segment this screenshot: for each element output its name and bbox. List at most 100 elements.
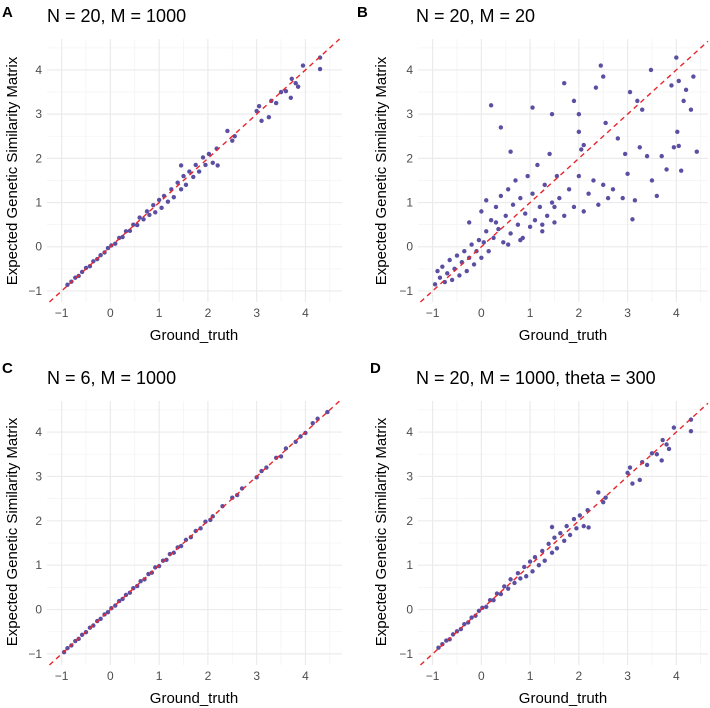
data-point [481,240,486,245]
data-point [518,195,523,201]
data-point [288,95,294,100]
data-point [187,169,192,174]
x-tick-label: 3 [253,306,260,320]
x-tick-label: 0 [478,306,485,320]
data-point [178,187,184,192]
data-point [105,245,111,251]
panel-c: C N = 6, M = 1000 Expected Genetic Simil… [2,360,342,707]
data-point [523,211,528,216]
data-point [674,55,679,60]
data-point [669,83,674,88]
data-point [635,98,640,104]
panel-b: B N = 20, M = 20 Expected Genetic Simila… [357,4,709,344]
scatter-points [436,417,694,650]
x-tick-label: −1 [426,669,440,683]
data-point [571,98,577,104]
data-point [579,147,584,152]
data-point [522,564,527,570]
y-tick-label: −1 [399,284,413,298]
data-point [65,282,70,287]
data-point [596,202,601,207]
data-point [151,202,156,208]
data-point [532,554,538,560]
data-point [557,195,562,201]
data-point [601,74,606,79]
data-point [479,255,484,260]
data-point [266,115,272,120]
data-point [466,220,472,225]
panel-title: N = 6, M = 1000 [47,368,176,388]
data-point [165,199,171,204]
y-tick-label: 4 [406,63,413,77]
x-axis-label: Ground_truth [519,690,607,707]
data-point [144,209,150,214]
data-point [210,160,215,165]
y-tick-label: −1 [28,647,42,661]
data-point [552,535,557,540]
data-point [232,134,237,139]
data-point [131,222,136,227]
data-point [678,168,684,173]
data-point [547,151,552,157]
data-point [654,193,660,199]
data-point [591,178,596,183]
data-point [552,204,557,210]
data-point [513,178,518,183]
data-point [627,89,633,95]
data-point [203,162,208,168]
data-point [496,226,501,232]
y-axis-label: Expected Genetic Similarity Matrix [4,417,21,646]
y-tick-label: 2 [406,151,413,165]
data-point [147,212,152,218]
data-point [137,215,142,220]
data-point [615,136,621,141]
data-point [632,198,638,203]
data-point [278,454,284,459]
data-point [562,538,567,543]
x-tick-label: 1 [156,306,163,320]
grid [47,401,342,665]
y-tick-label: 1 [406,196,413,210]
data-point [571,204,577,210]
x-tick-label: 2 [575,306,582,320]
data-point [445,271,450,276]
data-point [683,87,689,93]
data-point [505,187,511,192]
data-point [498,125,504,130]
data-point [259,468,264,474]
y-tick-label: 3 [406,107,413,121]
data-point [487,598,493,603]
reference-line-y-equals-x [419,402,709,666]
data-point [515,222,521,227]
data-point [530,105,535,110]
data-point [544,213,550,219]
data-point [644,462,650,468]
data-point [527,559,533,564]
y-tick-label: 1 [406,558,413,572]
data-point [671,425,677,430]
data-point [494,591,500,596]
data-point [537,204,543,210]
data-point [230,138,235,143]
data-point [540,548,545,554]
data-point [598,63,603,68]
data-point [171,195,176,200]
data-point [437,275,443,280]
data-point [491,235,496,241]
data-point [605,195,611,201]
data-point [283,446,289,451]
data-point [454,253,460,258]
data-point [206,151,212,157]
data-point [493,204,499,210]
data-point [640,107,645,112]
y-tick-label: 0 [35,603,42,617]
data-point [259,118,264,123]
panel-a: A N = 20, M = 1000 Expected Genetic Simi… [2,4,342,344]
y-tick-label: −1 [399,647,413,661]
y-tick-label: 0 [406,240,413,254]
y-tick-label: 4 [406,425,413,439]
data-point [505,242,511,247]
data-point [120,234,125,240]
y-tick-label: 2 [35,151,42,165]
x-tick-label: 4 [302,669,309,683]
